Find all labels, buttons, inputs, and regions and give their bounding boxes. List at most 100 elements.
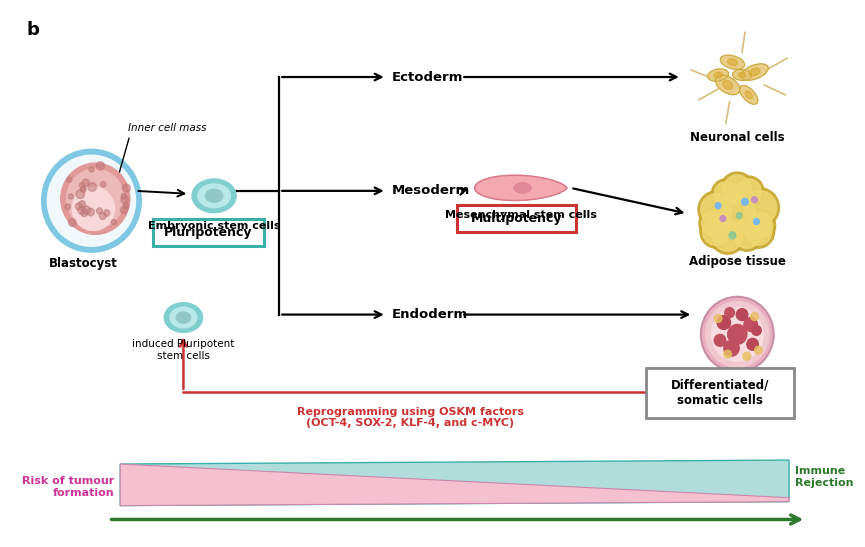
- Ellipse shape: [733, 69, 752, 80]
- Circle shape: [121, 194, 126, 199]
- Circle shape: [723, 175, 752, 205]
- Text: b: b: [26, 21, 39, 39]
- Circle shape: [752, 197, 758, 203]
- Text: Immune
Rejection: Immune Rejection: [795, 466, 853, 488]
- Text: Pancreatic islet: Pancreatic islet: [686, 380, 789, 393]
- Text: Multipotency: Multipotency: [471, 212, 562, 225]
- Text: Mesoderm: Mesoderm: [391, 184, 470, 197]
- Ellipse shape: [738, 72, 746, 78]
- Circle shape: [701, 297, 773, 372]
- Text: Endoderm: Endoderm: [391, 308, 467, 321]
- Circle shape: [67, 177, 72, 183]
- Ellipse shape: [740, 64, 768, 80]
- Ellipse shape: [749, 68, 760, 76]
- Ellipse shape: [192, 179, 236, 213]
- Circle shape: [720, 216, 726, 222]
- Circle shape: [746, 339, 759, 350]
- Text: Embryonic stem cells: Embryonic stem cells: [148, 220, 280, 230]
- Circle shape: [702, 211, 727, 236]
- Ellipse shape: [740, 85, 758, 104]
- Circle shape: [61, 163, 130, 235]
- Text: Mesenchymal stem cells: Mesenchymal stem cells: [445, 210, 597, 220]
- Circle shape: [717, 316, 731, 329]
- Ellipse shape: [170, 307, 197, 328]
- Circle shape: [96, 208, 102, 214]
- Ellipse shape: [708, 69, 728, 81]
- Circle shape: [713, 219, 743, 251]
- Circle shape: [73, 187, 114, 230]
- Ellipse shape: [715, 75, 740, 95]
- Circle shape: [709, 217, 746, 254]
- Ellipse shape: [164, 302, 202, 333]
- Circle shape: [68, 219, 76, 226]
- Ellipse shape: [715, 75, 740, 95]
- Ellipse shape: [740, 64, 768, 80]
- Circle shape: [80, 183, 85, 188]
- Circle shape: [736, 309, 748, 321]
- Circle shape: [729, 232, 736, 239]
- Circle shape: [736, 179, 761, 205]
- Circle shape: [741, 198, 748, 205]
- Text: Pluripotency: Pluripotency: [164, 226, 253, 239]
- Ellipse shape: [714, 72, 722, 78]
- Text: Differentiated/
somatic cells: Differentiated/ somatic cells: [671, 379, 769, 407]
- Circle shape: [745, 218, 772, 245]
- Circle shape: [719, 195, 755, 232]
- Text: Risk of tumour
formation: Risk of tumour formation: [22, 476, 114, 498]
- Circle shape: [80, 187, 86, 191]
- Circle shape: [88, 183, 96, 191]
- Circle shape: [99, 212, 106, 219]
- Circle shape: [745, 210, 776, 241]
- Circle shape: [100, 182, 106, 187]
- Polygon shape: [475, 175, 567, 201]
- Circle shape: [711, 179, 740, 208]
- Ellipse shape: [722, 80, 733, 89]
- Circle shape: [65, 204, 70, 210]
- FancyBboxPatch shape: [646, 368, 794, 417]
- Circle shape: [80, 210, 87, 217]
- Circle shape: [751, 312, 759, 321]
- Circle shape: [701, 297, 773, 372]
- Circle shape: [80, 187, 86, 193]
- Circle shape: [720, 172, 754, 208]
- Circle shape: [121, 196, 129, 203]
- Circle shape: [725, 307, 734, 318]
- Circle shape: [701, 194, 732, 225]
- Polygon shape: [120, 464, 789, 505]
- Circle shape: [112, 219, 116, 225]
- Circle shape: [714, 315, 722, 323]
- Circle shape: [736, 213, 742, 219]
- Circle shape: [87, 208, 94, 216]
- Circle shape: [96, 162, 105, 170]
- Circle shape: [76, 190, 85, 199]
- Text: Neuronal cells: Neuronal cells: [690, 131, 785, 144]
- Circle shape: [42, 149, 141, 252]
- Circle shape: [734, 176, 764, 208]
- Circle shape: [79, 201, 86, 208]
- Ellipse shape: [727, 59, 737, 66]
- Circle shape: [715, 203, 721, 208]
- Circle shape: [48, 155, 136, 246]
- Circle shape: [727, 324, 746, 344]
- Ellipse shape: [514, 183, 531, 193]
- Text: Adipose tissue: Adipose tissue: [689, 255, 785, 268]
- Circle shape: [700, 214, 733, 248]
- Circle shape: [75, 203, 82, 210]
- Circle shape: [78, 206, 86, 214]
- Circle shape: [699, 208, 729, 240]
- Ellipse shape: [721, 55, 745, 69]
- Circle shape: [714, 182, 737, 206]
- Circle shape: [67, 169, 124, 229]
- Circle shape: [123, 184, 131, 192]
- Circle shape: [724, 350, 732, 358]
- Circle shape: [724, 340, 740, 356]
- Circle shape: [68, 194, 74, 199]
- Circle shape: [753, 219, 759, 224]
- Ellipse shape: [176, 312, 190, 323]
- Circle shape: [702, 218, 729, 245]
- Circle shape: [729, 216, 764, 251]
- Circle shape: [716, 192, 759, 235]
- Ellipse shape: [733, 69, 752, 80]
- Ellipse shape: [721, 55, 745, 69]
- Circle shape: [754, 346, 762, 354]
